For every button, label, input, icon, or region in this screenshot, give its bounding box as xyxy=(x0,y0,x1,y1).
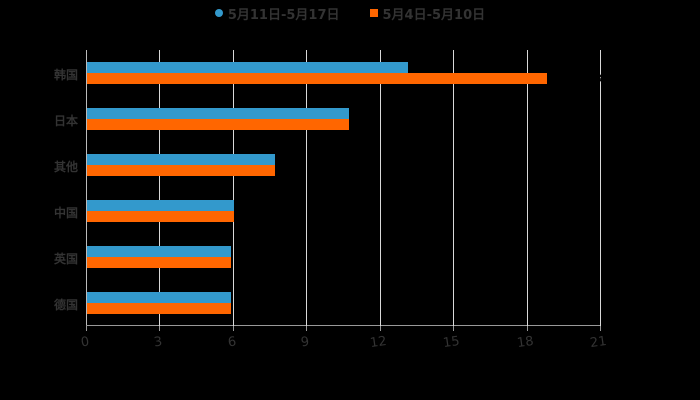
gridline xyxy=(453,50,454,326)
bar-value-label: 10.7 xyxy=(394,107,419,120)
bar-week1[interactable] xyxy=(87,303,231,314)
x-axis-tick xyxy=(233,326,234,331)
x-axis-tick xyxy=(600,326,601,331)
bar-value-label: 6 xyxy=(279,199,286,212)
gridline xyxy=(380,50,381,326)
bar-week1[interactable] xyxy=(87,165,275,176)
bar-week2[interactable] xyxy=(87,292,231,303)
chart-legend: 5月11日-5月17日 5月4日-5月10日 xyxy=(0,3,700,23)
x-axis-tick xyxy=(159,326,160,331)
bar-week2[interactable] xyxy=(87,200,234,211)
x-tick-label: 3 xyxy=(153,334,164,351)
x-axis-tick xyxy=(380,326,381,331)
x-axis-line xyxy=(86,325,600,326)
gridline xyxy=(159,50,160,326)
bar-value-label: 6 xyxy=(279,210,286,223)
bar-value-label: 7.7 xyxy=(320,164,338,177)
bar-week1[interactable] xyxy=(87,73,547,84)
bar-value-label: 10.7 xyxy=(394,118,419,131)
x-tick-label: 9 xyxy=(300,334,311,351)
bar-week2[interactable] xyxy=(87,62,408,73)
bar-value-label: 7.7 xyxy=(320,153,338,166)
bar-week1[interactable] xyxy=(87,211,234,222)
x-tick-label: 6 xyxy=(227,334,238,351)
bar-value-label: 5.9 xyxy=(276,256,294,269)
x-axis-tick xyxy=(453,326,454,331)
bar-week1[interactable] xyxy=(87,119,349,130)
x-tick-label: 0 xyxy=(80,334,91,351)
category-label: 其他 xyxy=(53,160,78,174)
category-label: 英国 xyxy=(53,252,78,266)
bar-value-label: 18.8 xyxy=(592,72,617,85)
x-axis-tick xyxy=(527,326,528,331)
gridline xyxy=(233,50,234,326)
x-tick-label: 18 xyxy=(516,333,535,352)
legend-marker-circle-icon xyxy=(214,9,223,17)
bar-week2[interactable] xyxy=(87,108,349,119)
legend-label: 5月11日-5月17日 xyxy=(227,7,340,23)
bar-value-label: 5.9 xyxy=(276,291,294,304)
x-tick-label: 15 xyxy=(442,333,461,352)
x-axis-tick xyxy=(86,326,87,331)
legend-item-week1[interactable]: 5月4日-5月10日 xyxy=(369,4,486,23)
category-label: 韩国 xyxy=(53,68,78,82)
category-label: 日本 xyxy=(53,114,78,128)
x-axis-tick xyxy=(306,326,307,331)
y-axis-line xyxy=(86,50,87,326)
gridline xyxy=(306,50,307,326)
x-tick-label: 21 xyxy=(589,333,608,352)
gridline xyxy=(527,50,528,326)
category-label: 德国 xyxy=(53,298,78,312)
x-tick-label: 12 xyxy=(369,333,388,352)
legend-item-week2[interactable]: 5月11日-5月17日 xyxy=(214,4,340,23)
legend-label: 5月4日-5月10日 xyxy=(382,7,486,23)
category-label: 中国 xyxy=(53,206,78,220)
bar-value-label: 5.9 xyxy=(276,245,294,258)
bar-value-label: 5.9 xyxy=(276,302,294,315)
plot-area: 13.1 18.8 10.7 10.7 7.7 7.7 6 6 5.9 5.9 5.9 5.9 xyxy=(86,50,617,331)
bar-value-label: 13.1 xyxy=(453,61,478,74)
bar-week2[interactable] xyxy=(87,154,275,165)
legend-marker-square-icon xyxy=(369,9,378,17)
bar-week2[interactable] xyxy=(87,246,231,257)
gridline xyxy=(600,50,601,326)
bar-week1[interactable] xyxy=(87,257,231,268)
